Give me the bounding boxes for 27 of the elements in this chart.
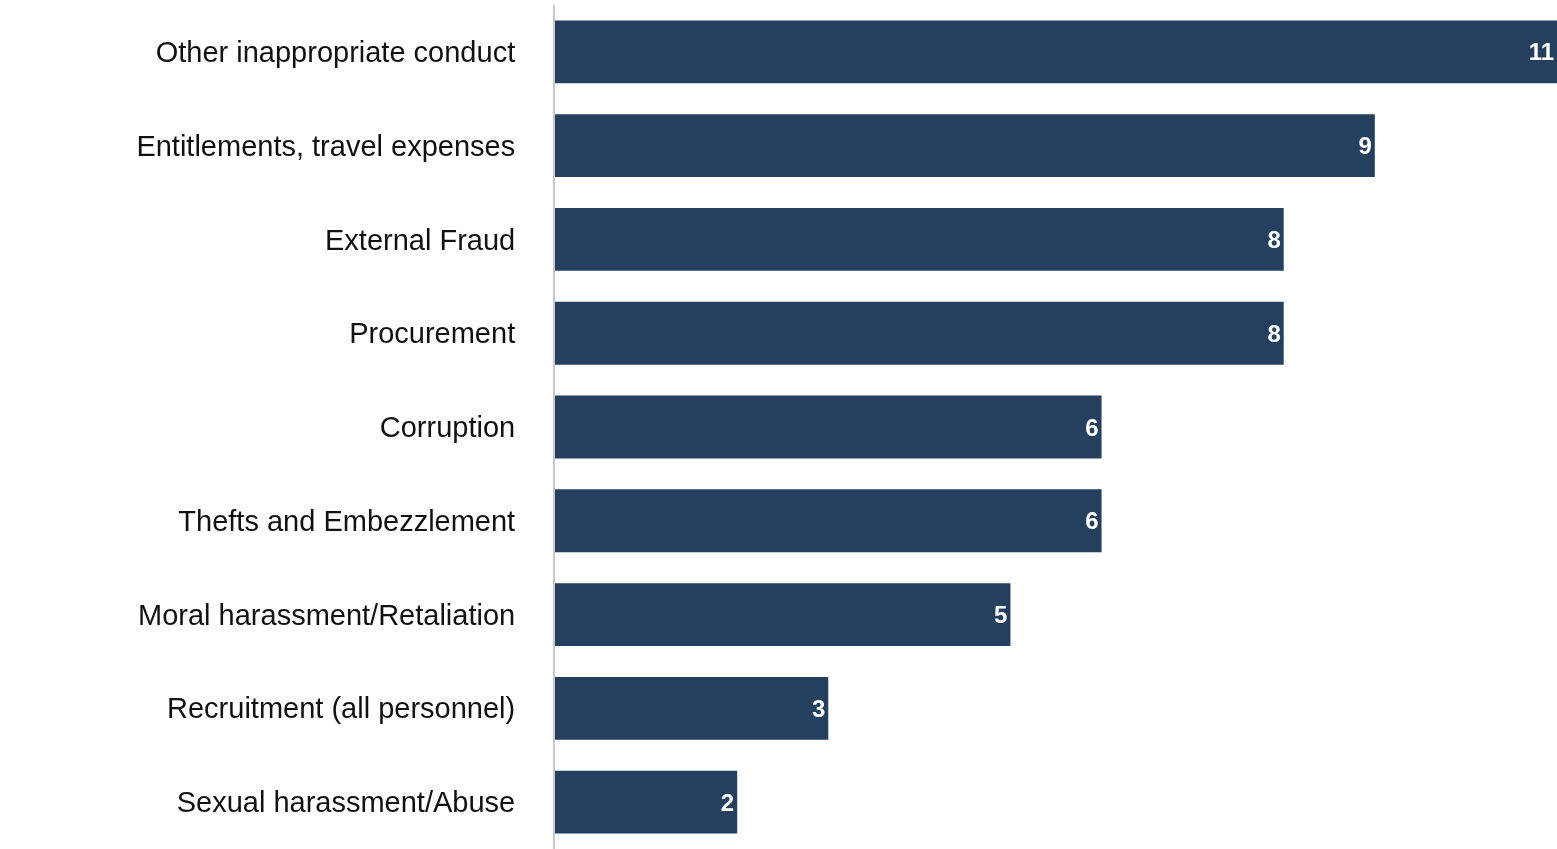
bar [555, 114, 1375, 178]
bar [555, 583, 1011, 646]
bar [555, 489, 1102, 553]
data-label: 8 [1267, 225, 1281, 253]
y-tick-label: Sexual harassment/Abuse [176, 786, 516, 819]
bar [555, 395, 1102, 459]
y-tick-label: Other inappropriate conduct [155, 36, 516, 69]
data-label: 2 [720, 788, 735, 816]
y-tick-label: Moral harassment/Retaliation [138, 598, 516, 631]
bar [555, 676, 829, 740]
y-tick-label: Recruitment (all personnel) [167, 692, 516, 725]
y-tick-label: Entitlements, travel expenses [136, 129, 516, 162]
data-label: 3 [811, 694, 826, 722]
data-label: 6 [1085, 413, 1099, 441]
bar [555, 770, 738, 834]
bar [555, 208, 1284, 271]
bar [555, 20, 1557, 84]
y-tick-label: Corruption [379, 411, 516, 444]
y-tick-label: Procurement [349, 317, 516, 350]
data-label: 8 [1267, 319, 1281, 347]
bar [555, 301, 1284, 365]
y-tick-label: Thefts and Embezzlement [178, 504, 516, 537]
data-label: 6 [1085, 507, 1099, 535]
data-label: 11 [1528, 38, 1554, 66]
y-tick-label: External Fraud [325, 223, 516, 256]
data-label: 9 [1358, 132, 1372, 160]
data-label: 5 [994, 601, 1008, 629]
